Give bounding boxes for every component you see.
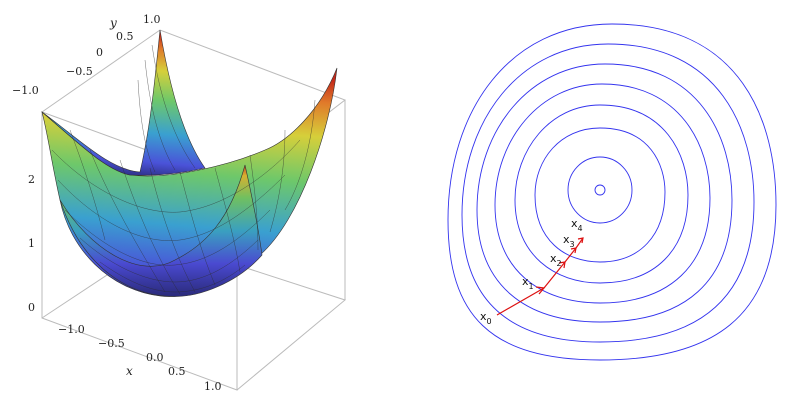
contour-ring — [494, 83, 711, 304]
step-arrow — [496, 287, 545, 316]
step-arrow — [575, 237, 584, 249]
contour-ring — [534, 127, 666, 263]
surface-back-peak — [41, 29, 206, 176]
x-tick: 0.0 — [146, 351, 164, 364]
iterate-label: x2 — [550, 252, 562, 268]
y-axis-ticks: 1.0 0.5 0 −0.5 −1.0 y — [12, 13, 161, 97]
z-axis-ticks: 0 1 2 — [28, 173, 35, 314]
contour-ring — [594, 184, 606, 196]
surface-mesh — [51, 44, 316, 295]
iterate-base: x — [563, 233, 570, 246]
iterate-sub: 0 — [487, 317, 492, 326]
contour-rings — [447, 23, 777, 361]
y-axis-label: y — [109, 16, 117, 30]
iterate-sub: 1 — [529, 282, 534, 291]
y-tick: 1.0 — [143, 13, 161, 26]
iterate-sub: 3 — [570, 240, 575, 249]
iterate-base: x — [571, 217, 578, 230]
contour-ring — [476, 63, 733, 323]
descent-path — [496, 237, 584, 316]
z-tick: 0 — [28, 301, 35, 314]
surface-plot: 1.0 0.5 0 −0.5 −1.0 y 0 1 2 −1.0 −0.5 0.… — [12, 13, 347, 393]
y-tick: 0.5 — [116, 30, 134, 43]
x-axis-ticks: −1.0 −0.5 0.0 0.5 1.0 x — [58, 323, 222, 393]
z-tick: 2 — [28, 173, 35, 186]
arrow-head-icon — [577, 237, 584, 244]
contour-ring — [514, 104, 689, 284]
iterate-base: x — [480, 310, 487, 323]
contour-ring — [461, 43, 755, 343]
x-tick: 0.5 — [168, 365, 186, 378]
iterate-labels: x0 x1 x2 x3 x4 — [480, 217, 583, 326]
contour-ring — [567, 156, 633, 224]
y-tick: −0.5 — [66, 65, 93, 78]
iterate-label: x3 — [563, 233, 575, 249]
y-tick: −1.0 — [12, 84, 39, 97]
iterate-label: x1 — [522, 275, 534, 291]
step-arrow — [564, 247, 577, 263]
contour-plot: x0 x1 x2 x3 x4 — [447, 23, 777, 361]
x-axis-label: x — [126, 364, 133, 378]
iterate-label: x0 — [480, 310, 492, 326]
step-arrow — [543, 261, 566, 289]
iterate-sub: 4 — [578, 224, 583, 233]
contour-ring — [447, 23, 777, 361]
x-tick: −1.0 — [58, 323, 85, 336]
iterate-label: x4 — [571, 217, 583, 233]
x-tick: −0.5 — [98, 337, 125, 350]
iterate-base: x — [550, 252, 557, 265]
x-tick: 1.0 — [204, 380, 222, 393]
iterate-base: x — [522, 275, 529, 288]
surface-back — [41, 67, 338, 297]
y-tick: 0 — [96, 46, 103, 59]
z-tick: 1 — [28, 237, 35, 250]
iterate-sub: 2 — [557, 259, 562, 268]
